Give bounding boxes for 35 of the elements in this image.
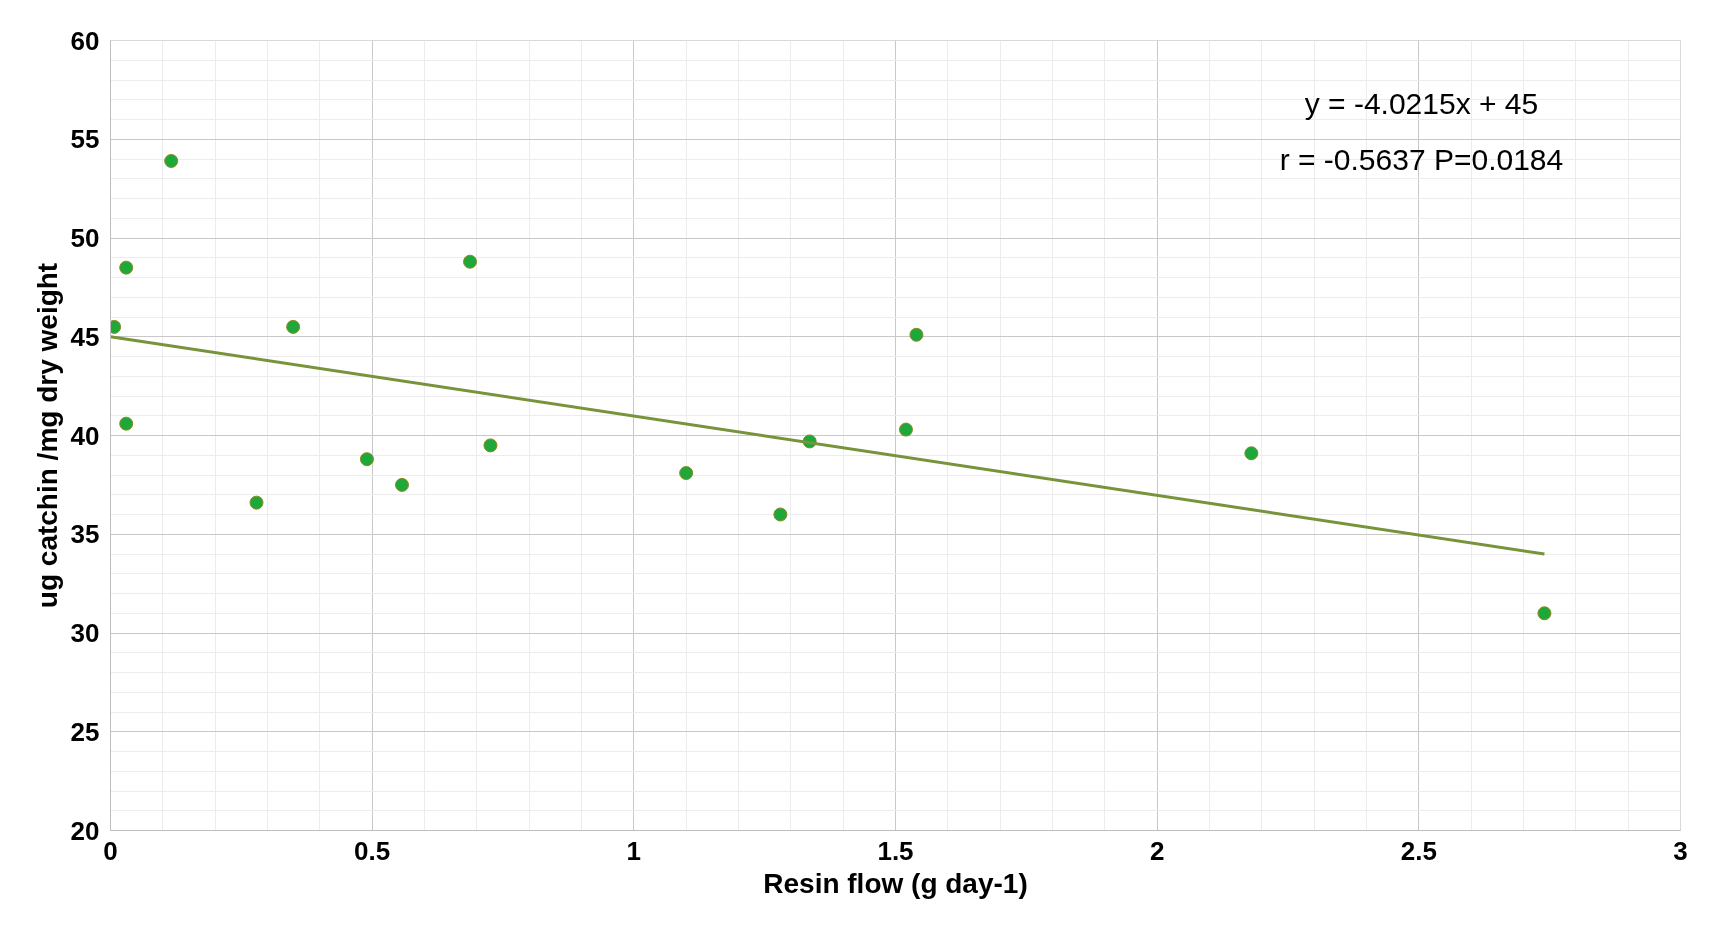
point [359,452,374,467]
point [1244,446,1259,461]
y-tick-label: 55 [70,124,100,155]
point [463,254,478,269]
annotation: r = -0.5637 P=0.0184 [1279,142,1564,176]
y-axis-title: ug catchin /mg dry weight [31,262,63,609]
y-tick-label: 45 [70,321,100,352]
x-tick-label: 3 [1673,835,1688,866]
x-axis-title: Resin flow (g day-1) [763,867,1028,899]
point [286,319,301,334]
y-tick-label: 30 [70,618,100,648]
y-tick-label: 25 [70,716,100,747]
point [119,416,134,431]
y-tick-label: 60 [70,25,100,56]
point [1537,606,1552,621]
x-tick-label: 0.5 [354,835,391,866]
point [679,466,694,481]
x-tick-label: 0 [103,835,118,866]
point [249,495,264,510]
point [773,507,788,522]
y-tick-label: 35 [70,519,100,550]
point [483,438,498,453]
point [898,422,913,437]
point [909,327,924,342]
point [164,153,179,168]
annotation: y = -4.0215x + 45 [1304,87,1539,121]
point [119,260,134,275]
point [395,477,409,492]
x-tick-label: 1.5 [877,835,914,866]
y-tick-label: 40 [70,420,100,451]
y-tick-label: 20 [70,815,100,846]
x-tick-label: 2.5 [1400,835,1437,866]
x-tick-label: 1 [626,835,642,866]
x-tick-label: 2 [1149,835,1165,866]
y-tick-label: 50 [70,223,100,253]
